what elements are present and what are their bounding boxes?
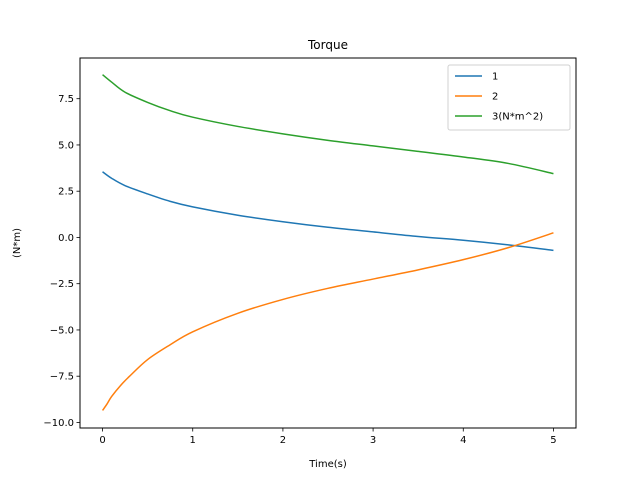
chart-title: Torque: [307, 38, 348, 52]
series-line-1: [102, 171, 554, 252]
series-line-3: [102, 74, 554, 175]
legend-label-1: 1: [492, 72, 498, 83]
y-tick-label: −10.0: [43, 418, 74, 429]
series-layer: [101, 74, 554, 411]
x-tick-label: 5: [550, 435, 556, 446]
y-axis-label: (N*m): [12, 228, 23, 258]
legend-label-3: 3(N*m^2): [492, 112, 543, 123]
series-line-2: [101, 232, 554, 411]
y-tick-label: −5.0: [50, 325, 74, 336]
x-axis-label: Time(s): [308, 459, 347, 470]
y-tick-label: −2.5: [50, 279, 74, 290]
x-tick-label: 1: [190, 435, 196, 446]
y-tick-label: 7.5: [58, 94, 74, 105]
legend-box: [447, 64, 571, 131]
y-tick-label: 0.0: [58, 233, 74, 244]
y-tick-label: 2.5: [58, 187, 74, 198]
legend: 1 2 3(N*m^2): [447, 64, 571, 131]
legend-label-2: 2: [492, 92, 498, 103]
plot-frame: [79, 57, 577, 429]
x-tick-label: 3: [370, 435, 376, 446]
x-tick-label: 2: [280, 435, 286, 446]
x-tick-label: 4: [460, 435, 466, 446]
y-tick-label: −7.5: [50, 372, 74, 383]
x-tick-label: 0: [99, 435, 105, 446]
ticks-layer: 0 1 2 3 4 5 −10.0 −7.5 −5.0 −2.5 0.0 2.5 5.0 7.5: [43, 94, 556, 446]
y-tick-label: 5.0: [58, 140, 74, 151]
